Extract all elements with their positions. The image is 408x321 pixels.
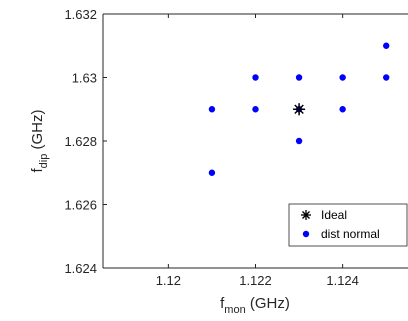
data-point-dist-normal — [383, 74, 390, 81]
y-tick-label: 1.624 — [64, 261, 97, 276]
y-axis-label-unit: (GHz) — [29, 109, 46, 153]
legend-dot — [302, 230, 310, 238]
data-point-dist-normal — [339, 74, 346, 81]
y-tick-label: 1.628 — [64, 134, 97, 149]
legend-marker-ideal — [301, 210, 311, 220]
data-point-dist-normal — [295, 74, 303, 81]
legend-box — [288, 203, 408, 247]
x-axis-label-sub: mon — [224, 304, 245, 316]
y-axis-label-main: f — [29, 168, 46, 173]
legend-marker-dist-normal — [302, 230, 310, 238]
data-point-ideal-overlay — [293, 103, 306, 116]
x-tick-label: 1.124 — [326, 273, 359, 288]
x-axis-label-unit: (GHz) — [246, 295, 290, 312]
asterisk-stroke — [302, 211, 310, 219]
y-axis-ticks: 1.624 1.626 1.628 1.63 1.632 — [64, 7, 107, 276]
y-tick-label: 1.63 — [72, 71, 97, 86]
x-axis-label-main: f — [220, 295, 225, 312]
x-axis-label: fmon (GHz) — [220, 295, 290, 316]
data-point-dist-normal — [339, 106, 346, 113]
y-tick-label: 1.632 — [64, 7, 97, 22]
y-tick-label: 1.626 — [64, 198, 97, 213]
data-point-dist-normal — [252, 106, 259, 113]
legend-label-ideal: Ideal — [321, 208, 347, 222]
data-point-dist-normal — [208, 169, 216, 176]
asterisk-stroke — [294, 104, 304, 114]
x-axis-ticks: 1.12 1.122 1.124 — [156, 14, 359, 288]
data-point-dist-normal — [208, 106, 216, 113]
x-tick-label: 1.122 — [239, 273, 272, 288]
data-point-dist-normal — [383, 42, 390, 49]
x-tick-label: 1.12 — [156, 273, 181, 288]
data-points — [208, 42, 390, 176]
data-point-dist-normal — [252, 74, 259, 81]
y-axis-label: fdip (GHz) — [29, 109, 50, 172]
y-axis-label-sub: dip — [38, 154, 50, 169]
legend: Ideal dist normal — [288, 203, 408, 247]
legend-label-dist-normal: dist normal — [321, 227, 380, 241]
data-point-dist-normal — [295, 137, 303, 145]
